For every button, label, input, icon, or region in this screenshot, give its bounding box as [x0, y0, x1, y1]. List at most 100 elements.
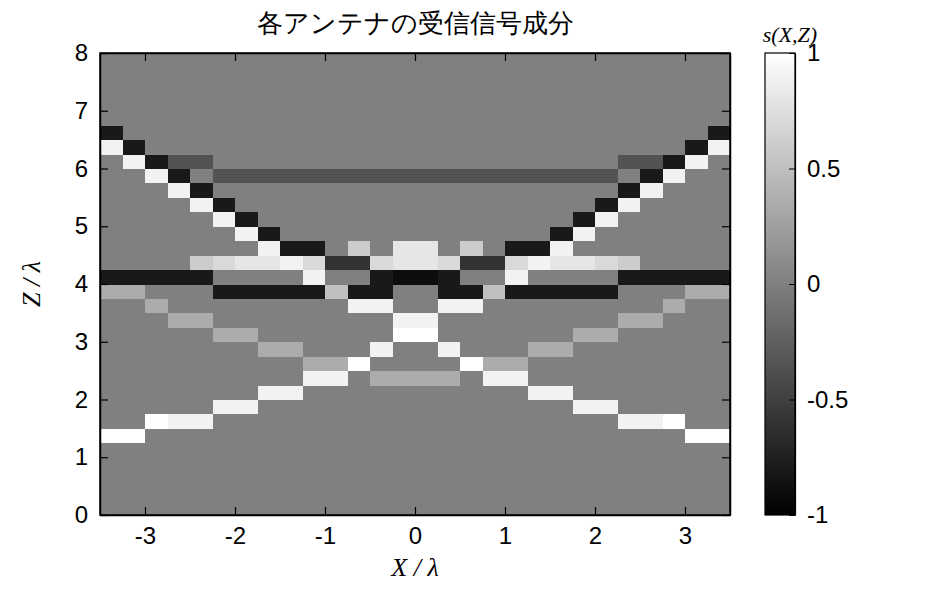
- cell: [505, 226, 528, 241]
- cell: [663, 270, 686, 285]
- cell: [550, 67, 573, 82]
- cell: [190, 501, 213, 515]
- cell: [415, 96, 438, 111]
- cell: [258, 313, 281, 328]
- cell: [168, 125, 191, 140]
- cell: [685, 342, 708, 357]
- cell: [348, 414, 371, 429]
- cell: [415, 327, 438, 342]
- cell: [438, 82, 461, 97]
- cell: [618, 313, 641, 328]
- cell: [100, 125, 123, 140]
- cell: [708, 501, 731, 515]
- cell: [573, 298, 596, 313]
- tick-label: -0.5: [807, 386, 848, 413]
- cell: [168, 457, 191, 472]
- cell: [100, 501, 123, 515]
- cell: [168, 226, 191, 241]
- cell: [123, 53, 146, 68]
- cell: [595, 82, 618, 97]
- cell: [618, 457, 641, 472]
- cell: [663, 356, 686, 371]
- cell: [258, 457, 281, 472]
- cell: [550, 212, 573, 227]
- cell: [393, 486, 416, 501]
- cell: [685, 154, 708, 169]
- cell: [168, 111, 191, 126]
- cell: [460, 226, 483, 241]
- cell: [618, 443, 641, 458]
- cell: [325, 154, 348, 169]
- cell: [438, 486, 461, 501]
- cell: [303, 53, 326, 68]
- cell: [100, 241, 123, 256]
- cell: [123, 111, 146, 126]
- cell: [348, 226, 371, 241]
- cell: [325, 53, 348, 68]
- cell: [438, 125, 461, 140]
- cell: [528, 226, 551, 241]
- cell: [460, 428, 483, 443]
- cell: [258, 154, 281, 169]
- cell: [663, 472, 686, 487]
- tick: 1: [75, 443, 108, 470]
- cell: [618, 284, 641, 299]
- cell: [663, 501, 686, 515]
- cell: [528, 342, 551, 357]
- cell: [123, 486, 146, 501]
- cell: [145, 486, 168, 501]
- cell: [280, 241, 303, 256]
- cell: [145, 472, 168, 487]
- cell: [145, 154, 168, 169]
- cell: [685, 255, 708, 270]
- cell: [505, 284, 528, 299]
- cell: [528, 96, 551, 111]
- cell: [280, 183, 303, 198]
- tick: 0: [75, 501, 108, 528]
- cell: [663, 313, 686, 328]
- cell: [618, 212, 641, 227]
- cell: [213, 183, 236, 198]
- tick: [722, 515, 730, 516]
- cell: [348, 67, 371, 82]
- cell: [618, 241, 641, 256]
- tick-mark: [100, 284, 108, 285]
- cell: [685, 298, 708, 313]
- cell: [685, 270, 708, 285]
- cell: [348, 140, 371, 155]
- cell: [123, 284, 146, 299]
- cell: [483, 298, 506, 313]
- cell: [235, 67, 258, 82]
- cell: [663, 154, 686, 169]
- cell: [708, 457, 731, 472]
- cell: [528, 154, 551, 169]
- cell: [415, 197, 438, 212]
- cell: [415, 385, 438, 400]
- cell: [370, 183, 393, 198]
- cell: [460, 169, 483, 184]
- cell: [213, 298, 236, 313]
- cell: [550, 111, 573, 126]
- cell: [460, 125, 483, 140]
- cell: [483, 414, 506, 429]
- cell: [145, 414, 168, 429]
- cell: [415, 443, 438, 458]
- cell: [483, 140, 506, 155]
- cell: [595, 53, 618, 68]
- tick-label: 0.5: [807, 155, 840, 182]
- cell: [550, 400, 573, 415]
- cell: [393, 385, 416, 400]
- cell: [213, 125, 236, 140]
- cell: [145, 400, 168, 415]
- cell: [415, 140, 438, 155]
- cell: [640, 298, 663, 313]
- cell: [528, 241, 551, 256]
- cell: [573, 400, 596, 415]
- cell: [505, 414, 528, 429]
- tick: -1: [315, 507, 336, 549]
- cell: [370, 342, 393, 357]
- cell: [370, 313, 393, 328]
- cell: [213, 443, 236, 458]
- cell: [505, 428, 528, 443]
- cell: [393, 241, 416, 256]
